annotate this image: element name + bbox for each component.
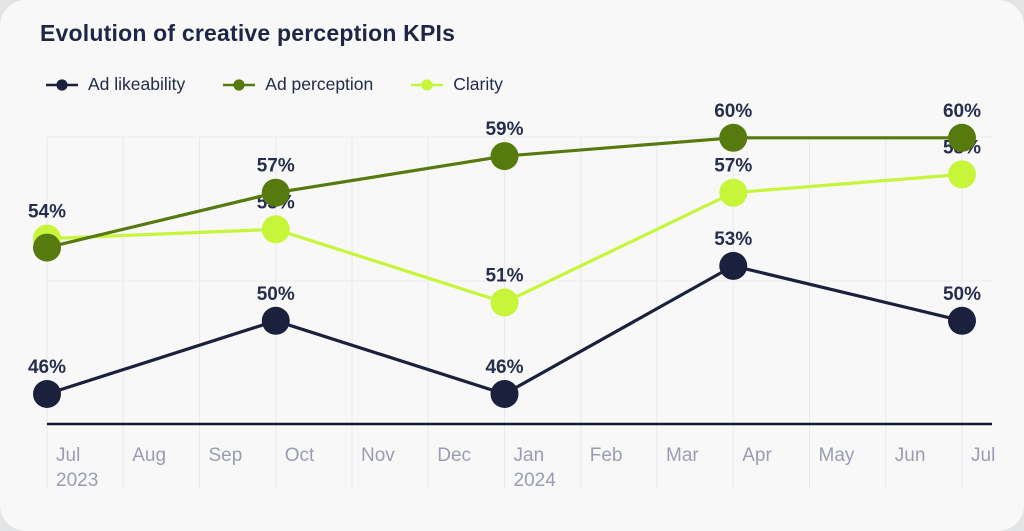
value-label: 60%: [943, 101, 981, 122]
value-label: 50%: [943, 284, 981, 305]
value-label: 46%: [28, 357, 66, 378]
data-point-ad-likeability[interactable]: [261, 306, 290, 335]
line-dot-icon: [223, 78, 256, 91]
x-tick-label: May: [819, 445, 855, 466]
data-point-clarity[interactable]: [948, 160, 976, 189]
x-tick-year-label: 2024: [514, 470, 557, 491]
value-label: 57%: [257, 156, 295, 177]
data-point-clarity[interactable]: [719, 178, 748, 207]
x-tick-label: Jul: [56, 445, 80, 466]
data-point-ad-likeability[interactable]: [33, 380, 61, 408]
x-tick-year-label: 2023: [56, 470, 98, 491]
line-dot-icon: [46, 78, 78, 91]
data-point-ad-likeability[interactable]: [490, 380, 519, 408]
x-tick-label: Jul: [971, 445, 995, 466]
value-label: 57%: [714, 156, 752, 177]
legend-label: Ad perception: [265, 74, 374, 94]
value-label: 60%: [714, 101, 752, 122]
value-label: 46%: [485, 357, 523, 378]
x-tick-label: Jan: [514, 445, 545, 466]
value-label: 50%: [257, 284, 295, 305]
data-point-clarity[interactable]: [261, 215, 290, 244]
x-tick-label: Sep: [209, 445, 243, 466]
x-tick-label: Oct: [285, 445, 315, 466]
data-point-ad-perception[interactable]: [261, 178, 290, 207]
data-point-clarity[interactable]: [490, 288, 519, 317]
data-point-ad-likeability[interactable]: [719, 251, 748, 280]
chart-title: Evolution of creative perception KPIs: [40, 20, 456, 46]
value-label: 59%: [485, 119, 523, 140]
line-dot-icon: [411, 78, 444, 91]
legend-item-ad-perception[interactable]: Ad perception: [223, 74, 373, 95]
x-tick-label: Mar: [666, 445, 699, 466]
legend-label: Ad likeability: [88, 74, 186, 94]
legend-label: Clarity: [453, 74, 503, 94]
x-tick-label: Dec: [437, 445, 471, 466]
legend-item-ad-likeability[interactable]: Ad likeability: [46, 74, 185, 95]
x-tick-label: Feb: [590, 445, 623, 466]
data-point-ad-perception[interactable]: [719, 123, 748, 152]
x-tick-label: Nov: [361, 445, 395, 466]
x-tick-label: Apr: [742, 445, 772, 466]
legend-item-clarity[interactable]: Clarity: [411, 74, 503, 95]
data-point-ad-likeability[interactable]: [948, 306, 976, 335]
x-tick-label: Aug: [132, 445, 166, 466]
value-label: 51%: [485, 266, 523, 287]
value-label: 54%: [28, 202, 66, 223]
data-point-ad-perception[interactable]: [948, 123, 976, 152]
data-point-ad-perception[interactable]: [490, 142, 519, 171]
data-point-ad-perception[interactable]: [33, 233, 61, 262]
value-label: 53%: [714, 229, 752, 250]
chart-legend: Ad likeability Ad perception Clarity: [46, 74, 503, 95]
x-tick-label: Jun: [895, 445, 926, 466]
